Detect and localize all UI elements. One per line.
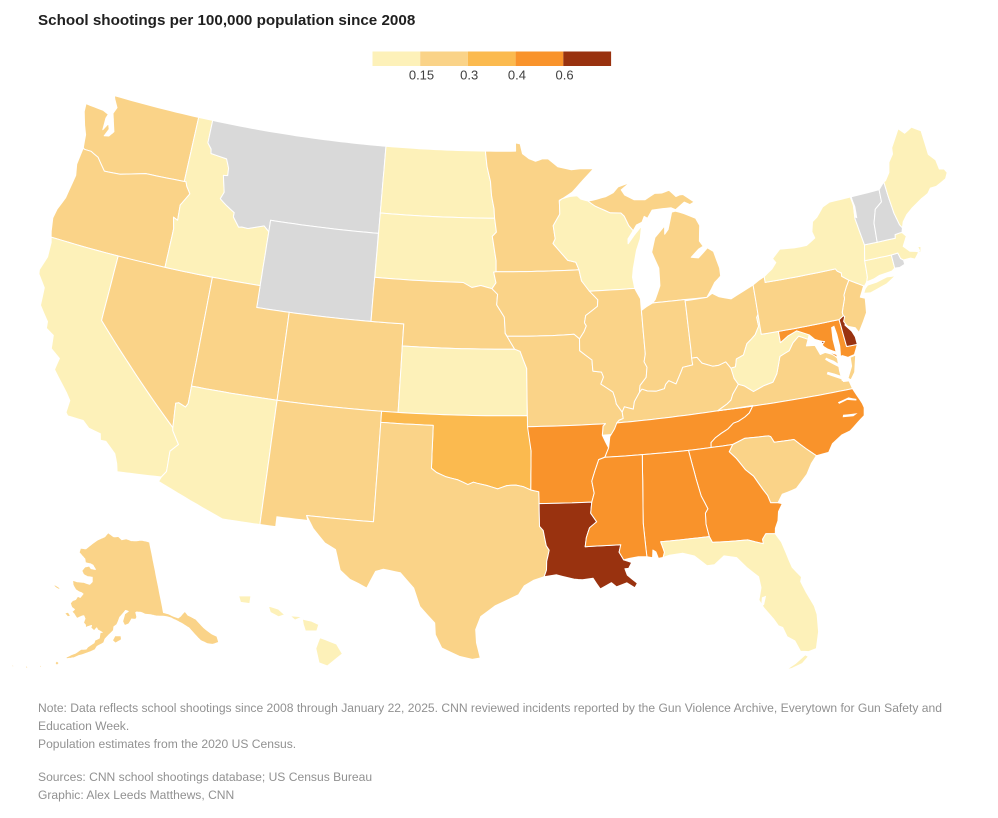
svg-text:0.4: 0.4 (508, 68, 526, 83)
svg-text:0.6: 0.6 (556, 68, 574, 83)
svg-text:0.3: 0.3 (460, 68, 478, 83)
svg-text:0.15: 0.15 (409, 68, 434, 83)
